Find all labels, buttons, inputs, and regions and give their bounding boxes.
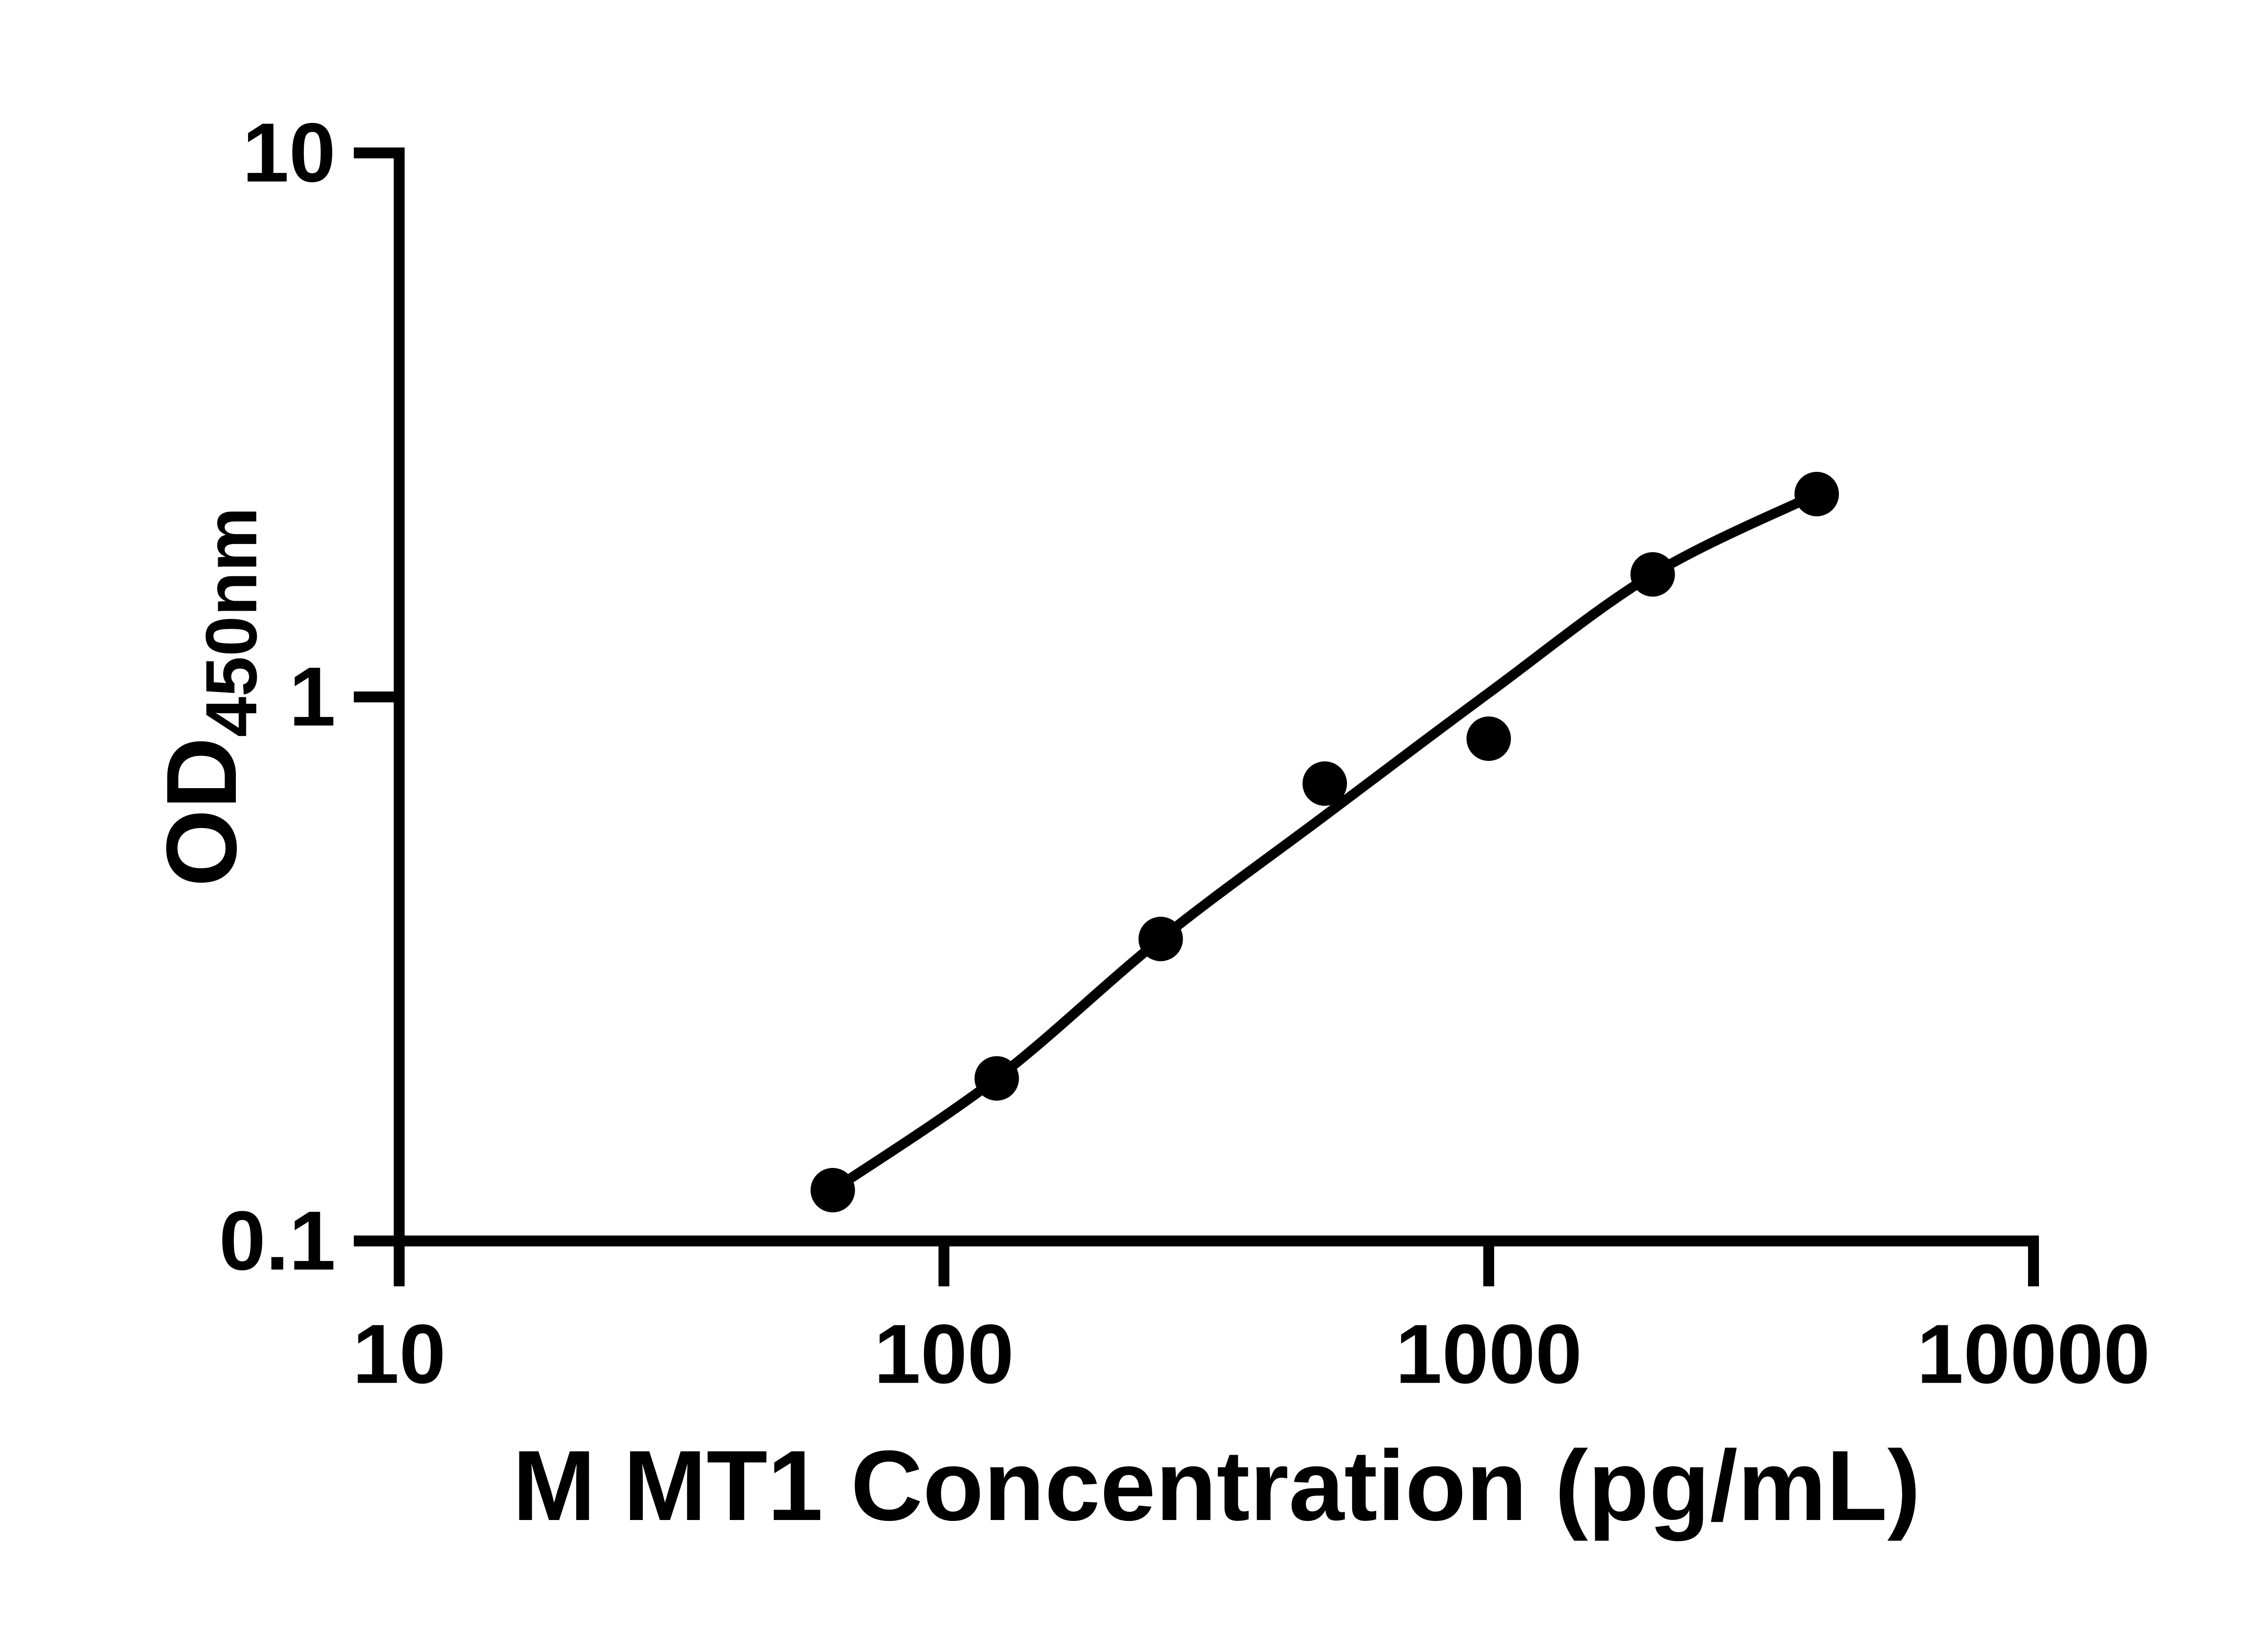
y-axis-title-subscript: 450nm [191,507,272,737]
y-tick-label: 0.1 [219,1194,336,1288]
data-point [1630,552,1675,597]
data-point [1794,471,1839,516]
data-point [974,1056,1019,1101]
tick-labels-layer: 10 100 1000 10000 0.1 1 10 [219,106,2150,1401]
y-axis-title: OD450nm [146,507,272,887]
data-point [810,1168,855,1212]
x-tick-label: 10 [352,1308,446,1401]
y-tick-label: 1 [289,650,336,744]
axes-layer [354,147,2039,1286]
x-tick-label: 100 [874,1308,1014,1401]
x-axis-title: M MT1 Concentration (pg/mL) [513,1430,1921,1541]
data-point [1466,716,1511,761]
data-point [1302,761,1347,806]
data-points-layer [810,471,1839,1212]
x-tick-label: 10000 [1917,1308,2150,1401]
data-point [1138,917,1183,961]
y-axis-title-main: OD [146,737,257,887]
y-tick-label: 10 [242,106,336,200]
x-tick-label: 1000 [1395,1308,1582,1401]
